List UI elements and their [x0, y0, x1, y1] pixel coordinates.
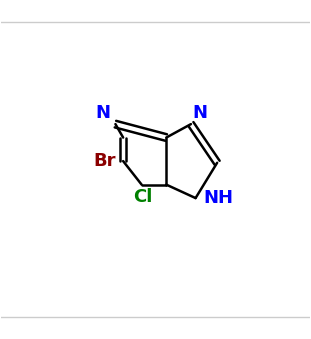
Text: Br: Br	[93, 152, 115, 170]
Text: N: N	[193, 104, 207, 122]
Text: Cl: Cl	[133, 188, 153, 206]
Text: N: N	[96, 104, 111, 122]
Text: NH: NH	[203, 189, 233, 207]
